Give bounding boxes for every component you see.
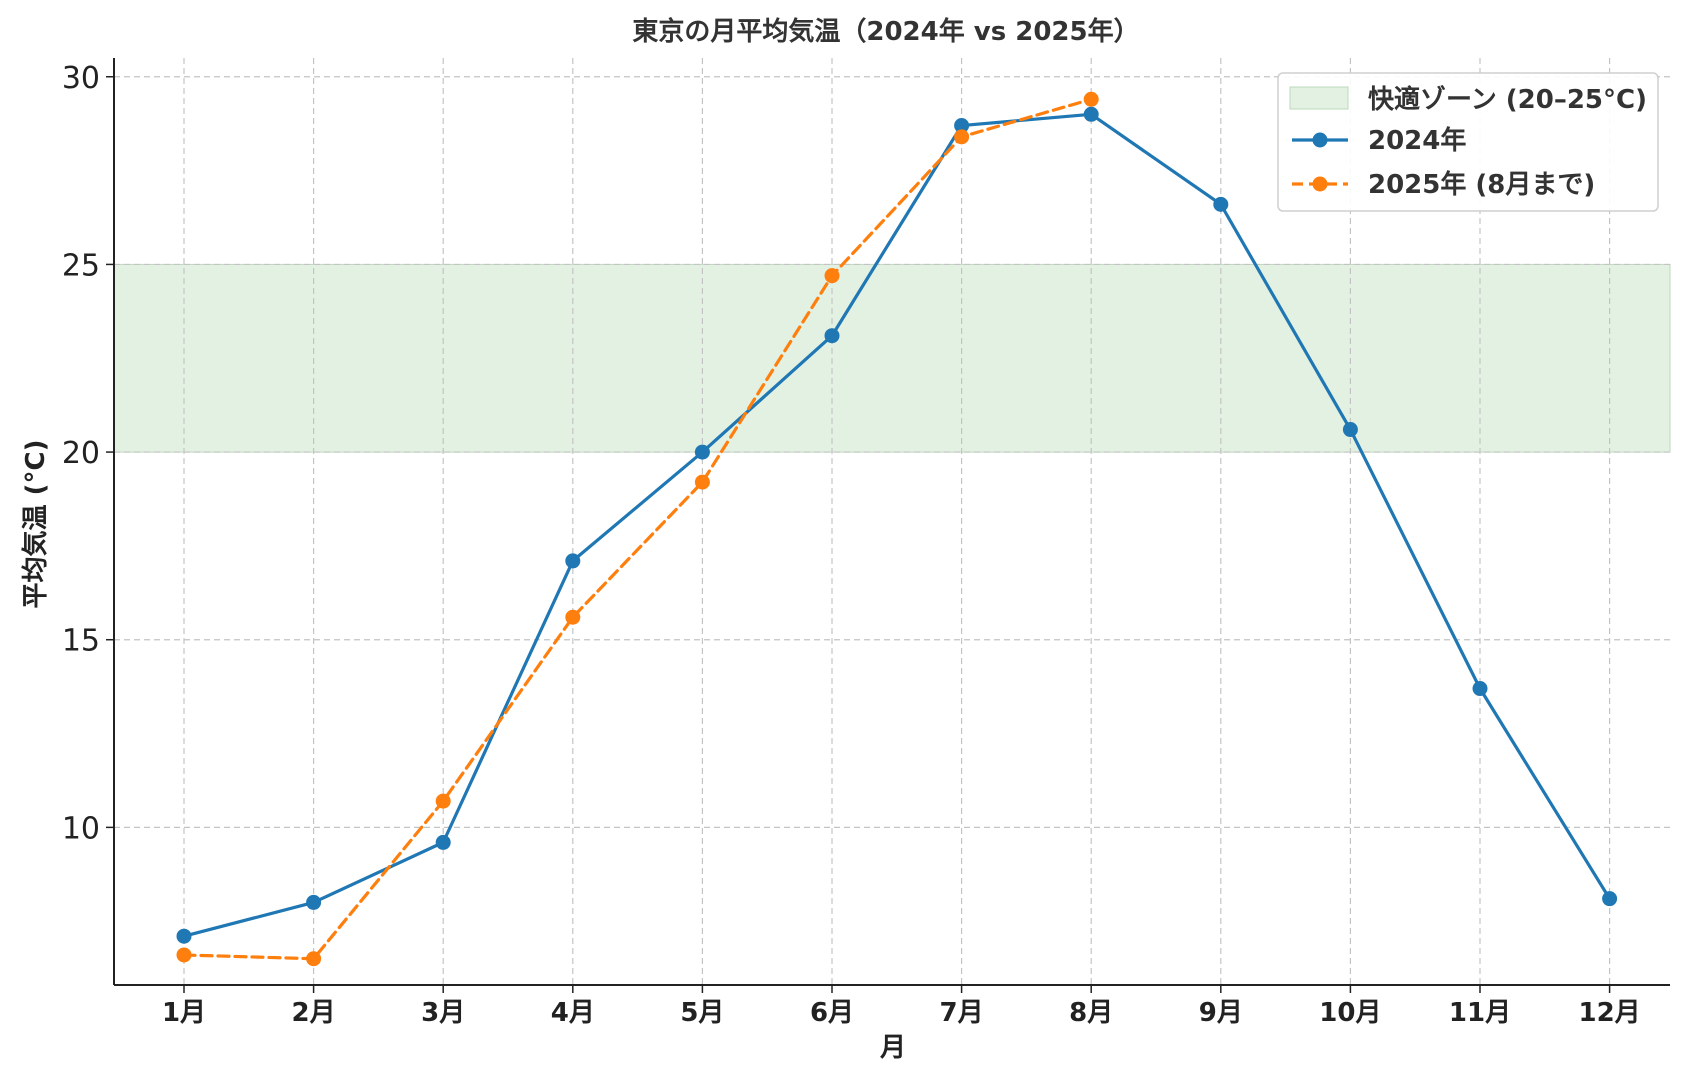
series-1-point-6 <box>824 328 840 344</box>
series-layer <box>176 91 1618 967</box>
series-1-line <box>182 112 1612 938</box>
series-1-point-7 <box>954 118 970 134</box>
series-1-point-10 <box>1342 422 1358 438</box>
legend: 快適ゾーン (20–25°C) 2024年 2025年 (8月まで) <box>1277 72 1659 212</box>
series-2-line <box>182 97 1093 961</box>
series-2-point-8 <box>1083 91 1099 107</box>
series-1-point-5 <box>694 444 710 460</box>
x-tick-label-12: 12月 <box>1579 998 1641 1028</box>
series-2 <box>176 91 1099 967</box>
y-tick-label-25: 25 <box>62 248 100 283</box>
y-tick-label-20: 20 <box>62 436 100 471</box>
axes-layer: 10 15 20 25 30 1月 2月 3月 4月 5月 6月 7月 8月 9月 10月 11月 12月 <box>62 58 1670 1028</box>
series-2-point-2 <box>306 951 322 967</box>
series-1-point-9 <box>1213 196 1229 212</box>
legend-marker-series-2 <box>1312 176 1328 192</box>
legend-marker-series-1 <box>1312 132 1328 148</box>
series-1-point-2 <box>306 894 322 910</box>
chart-title: 東京の月平均気温（2024年 vs 2025年） <box>632 16 1139 47</box>
series-1-point-8 <box>1083 106 1099 122</box>
x-tick-label-1: 1月 <box>162 998 206 1028</box>
x-tick-label-10: 10月 <box>1319 998 1381 1028</box>
x-tick-label-6: 6月 <box>810 998 854 1028</box>
y-tick-label-15: 15 <box>62 624 100 659</box>
y-axis-label: 平均気温 (°C) <box>20 440 51 609</box>
x-tick-label-9: 9月 <box>1199 998 1243 1028</box>
series-2-point-6 <box>824 268 840 284</box>
series-1-point-11 <box>1472 681 1488 697</box>
legend-box <box>1277 72 1659 212</box>
x-tick-label-7: 7月 <box>940 998 984 1028</box>
x-tick-label-11: 11月 <box>1449 998 1511 1028</box>
series-2-point-1 <box>176 947 192 963</box>
x-tick-label-4: 4月 <box>551 998 595 1028</box>
series-1-point-4 <box>565 553 581 569</box>
legend-label-series-2: 2025年 (8月まで) <box>1368 169 1595 200</box>
legend-swatch-band <box>1289 86 1349 110</box>
x-axis-label: 月 <box>879 1033 906 1063</box>
legend-label-band: 快適ゾーン (20–25°C) <box>1368 84 1647 115</box>
y-tick-label-30: 30 <box>62 61 100 96</box>
series-2-point-4 <box>565 609 581 625</box>
comfort-band-layer <box>113 263 1671 453</box>
series-2-point-3 <box>435 793 451 809</box>
y-tick-label-10: 10 <box>62 811 100 846</box>
x-tick-label-8: 8月 <box>1069 998 1113 1028</box>
x-tick-label-3: 3月 <box>421 998 465 1028</box>
series-1-point-1 <box>176 928 192 944</box>
series-1-point-3 <box>435 834 451 850</box>
grid-layer <box>114 58 1670 985</box>
series-2-point-5 <box>694 474 710 490</box>
x-tick-label-5: 5月 <box>680 998 724 1028</box>
series-1 <box>176 106 1618 944</box>
legend-label-series-1: 2024年 <box>1368 125 1466 156</box>
x-tick-label-2: 2月 <box>292 998 336 1028</box>
series-1-point-12 <box>1602 891 1618 907</box>
comfort-zone-band <box>113 263 1671 453</box>
series-2-point-7 <box>954 129 970 145</box>
